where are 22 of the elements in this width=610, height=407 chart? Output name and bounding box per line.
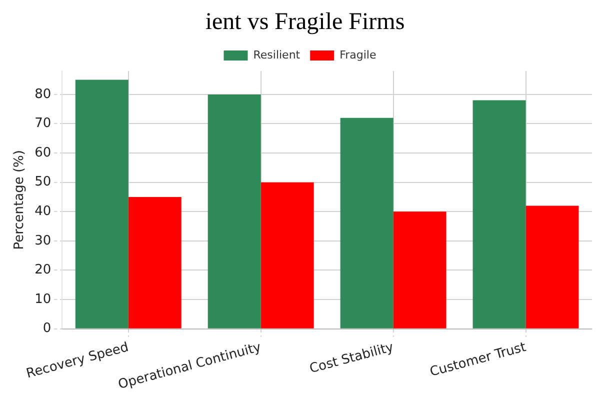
y-tick-label: 50 bbox=[34, 174, 52, 190]
bar bbox=[526, 206, 579, 328]
bar bbox=[393, 212, 446, 328]
y-tick-label: 10 bbox=[34, 292, 52, 307]
legend-label: Fragile bbox=[340, 48, 376, 62]
legend-label: Resilient bbox=[253, 48, 301, 62]
y-tick-label: 70 bbox=[34, 116, 52, 132]
bar bbox=[472, 100, 526, 328]
bar bbox=[340, 118, 394, 328]
x-tick-label: Cost Stability bbox=[308, 340, 396, 377]
bar bbox=[128, 196, 182, 328]
chart-title: ient vs Fragile Firms bbox=[204, 8, 406, 36]
bar bbox=[208, 94, 261, 328]
bar bbox=[260, 182, 314, 328]
y-tick-label: 40 bbox=[34, 204, 52, 219]
y-tick-label: 0 bbox=[42, 321, 52, 336]
y-tick-label: 60 bbox=[34, 145, 52, 160]
y-tick-label: 80 bbox=[34, 86, 52, 102]
bar bbox=[75, 80, 128, 328]
y-tick-label: 20 bbox=[34, 262, 52, 278]
y-axis-title: Percentage (%) bbox=[12, 150, 28, 250]
y-tick-label: 30 bbox=[34, 233, 52, 248]
